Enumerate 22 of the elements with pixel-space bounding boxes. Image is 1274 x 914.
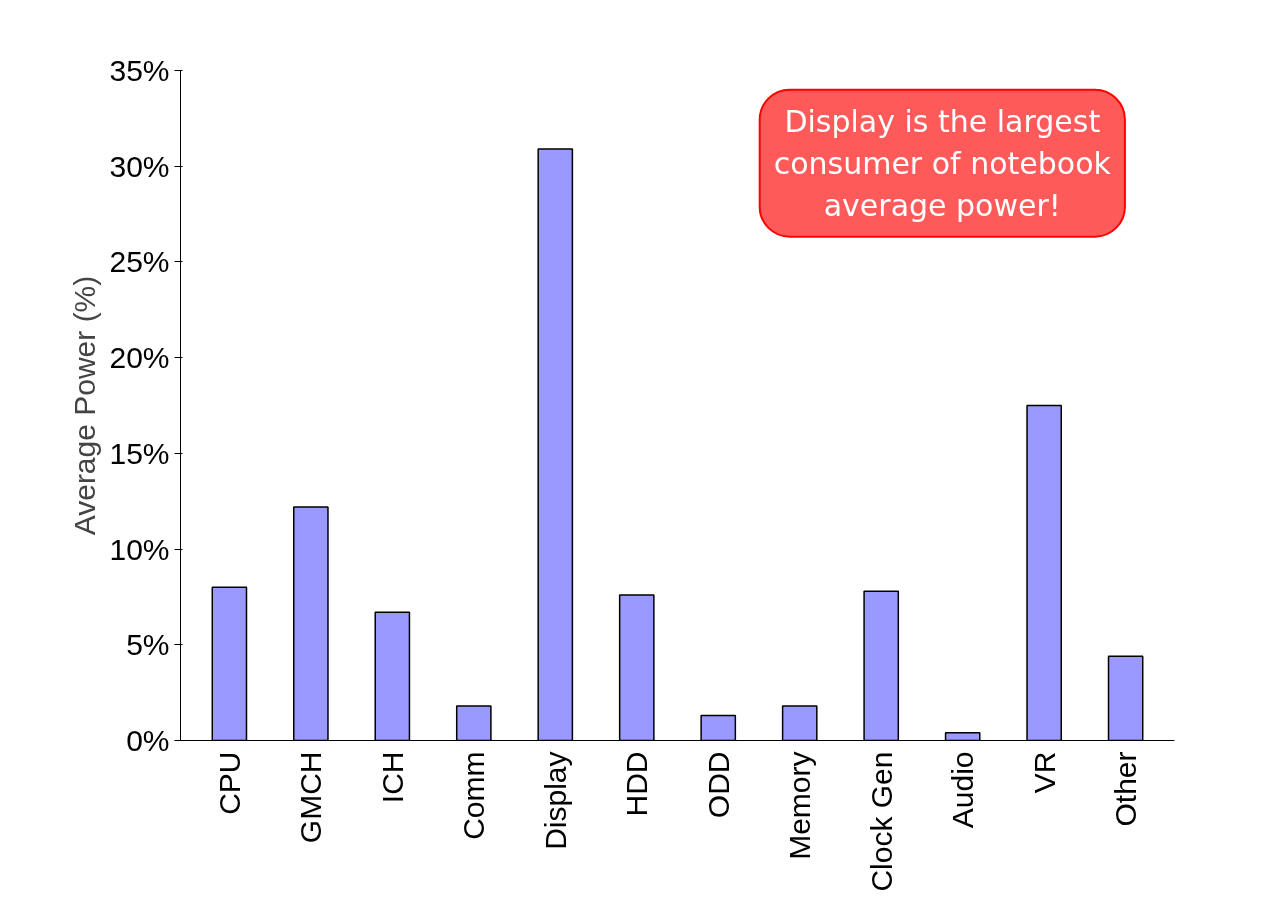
x-tick-label: Clock Gen [864,751,898,892]
annotation: Display is the largest consumer of notebook average power! [773,103,1112,223]
x-tick-label: HDD [620,751,654,817]
x-tick-label: Memory [783,751,817,860]
y-tick-label: 20% [109,341,170,375]
x-tick-label: ODD [701,751,735,819]
x-tick-label: CPU [212,751,246,815]
y-tick-label: 10% [109,532,170,566]
x-tick-label: ICH [375,751,409,804]
x-tick-label: Comm [457,751,491,840]
x-tick-label: GMCH [294,751,328,844]
y-tick-label: 30% [109,149,170,183]
x-tick-label: Other [1109,751,1143,827]
x-tick-label: Audio [946,751,980,829]
y-tick-label: 25% [109,245,170,279]
y-tick-label: 35% [109,54,170,87]
y-tick-label: 0% [126,724,170,757]
x-tick-label: Display [538,751,572,850]
x-tick-label: VR [1027,751,1061,794]
y-tick-label: 5% [126,628,170,662]
y-axis-title: Average Power (%) [68,275,102,536]
y-tick-label: 15% [109,436,170,470]
